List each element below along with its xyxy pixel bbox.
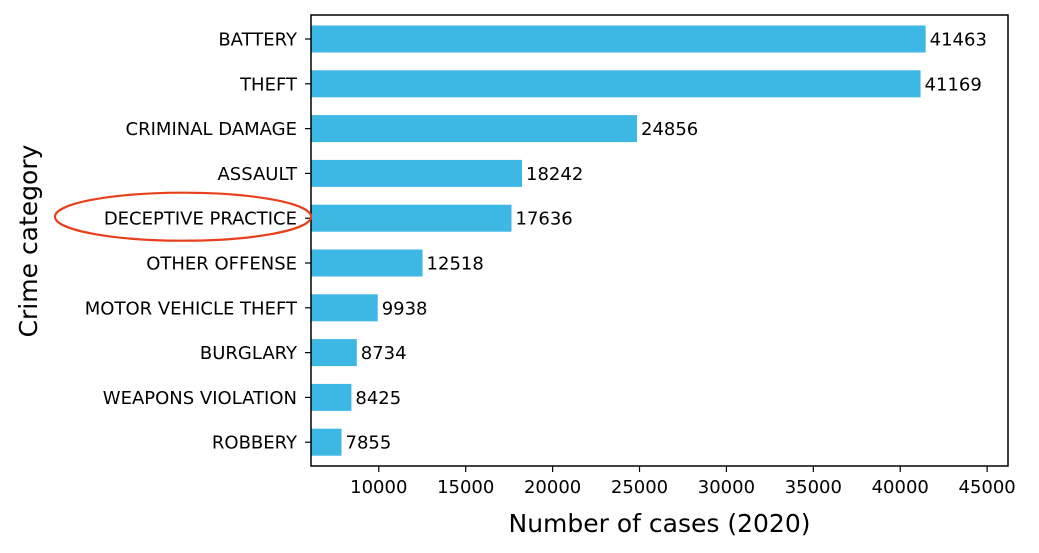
bars-layer [311,25,926,456]
x-tick-layer: 10000 15000 20000 25000 30000 35000 40000 45000 [350,466,1016,498]
y-tick-label: DECEPTIVE PRACTICE [104,209,297,230]
bar-other-offense [311,249,423,277]
bar-burglary [311,339,357,367]
bar-motor-vehicle-theft [311,294,378,322]
bar-value-label: 18242 [526,164,583,185]
y-tick-label: BATTERY [218,30,298,51]
x-tick-label: 15000 [437,477,494,498]
y-tick-label: CRIMINAL DAMAGE [126,119,297,140]
bar-value-label: 24856 [641,119,698,140]
bar-value-label: 7855 [346,433,392,454]
bar-deceptive-practice [311,204,512,232]
y-tick-label: BURGLARY [200,343,298,364]
y-tick-label: OTHER OFFENSE [146,254,297,275]
y-tick-label: ASSAULT [217,164,298,185]
bar-value-label: 9938 [382,298,428,319]
bar-weapons-violation [311,383,352,411]
x-tick-label: 10000 [350,477,407,498]
plot-frame [310,14,1009,467]
y-tick-label: THEFT [239,74,298,95]
bar-value-label: 8734 [361,343,407,364]
bar-value-label: 12518 [427,254,484,275]
y-tick-label: MOTOR VEHICLE THEFT [85,298,298,319]
y-tick-label: ROBBERY [212,433,298,454]
bar-robbery [311,428,342,456]
highlight-ellipse [53,191,313,242]
bar-labels-layer: 41463 41169 24856 18242 17636 12518 9938 8734 84… [346,30,987,454]
x-tick-label: 20000 [524,477,581,498]
x-tick-label: 25000 [611,477,668,498]
x-tick-label: 40000 [872,477,929,498]
bar-value-label: 41463 [930,30,987,51]
bar-theft [311,70,921,98]
x-axis-title: Number of cases (2020) [509,509,811,538]
bar-criminal-damage [311,115,638,143]
bar-assault [311,159,523,187]
bar-value-label: 41169 [925,74,982,95]
bar-value-label: 17636 [516,209,573,230]
x-tick-label: 35000 [785,477,842,498]
x-tick-label: 30000 [698,477,755,498]
bar-battery [311,25,926,53]
bar-value-label: 8425 [355,388,401,409]
y-tick-layer: BATTERY THEFT CRIMINAL DAMAGE ASSAULT DECEPT… [85,30,311,454]
y-tick-label: WEAPONS VIOLATION [103,388,297,409]
y-axis-title: Crime category [14,144,43,337]
x-tick-label: 45000 [959,477,1016,498]
